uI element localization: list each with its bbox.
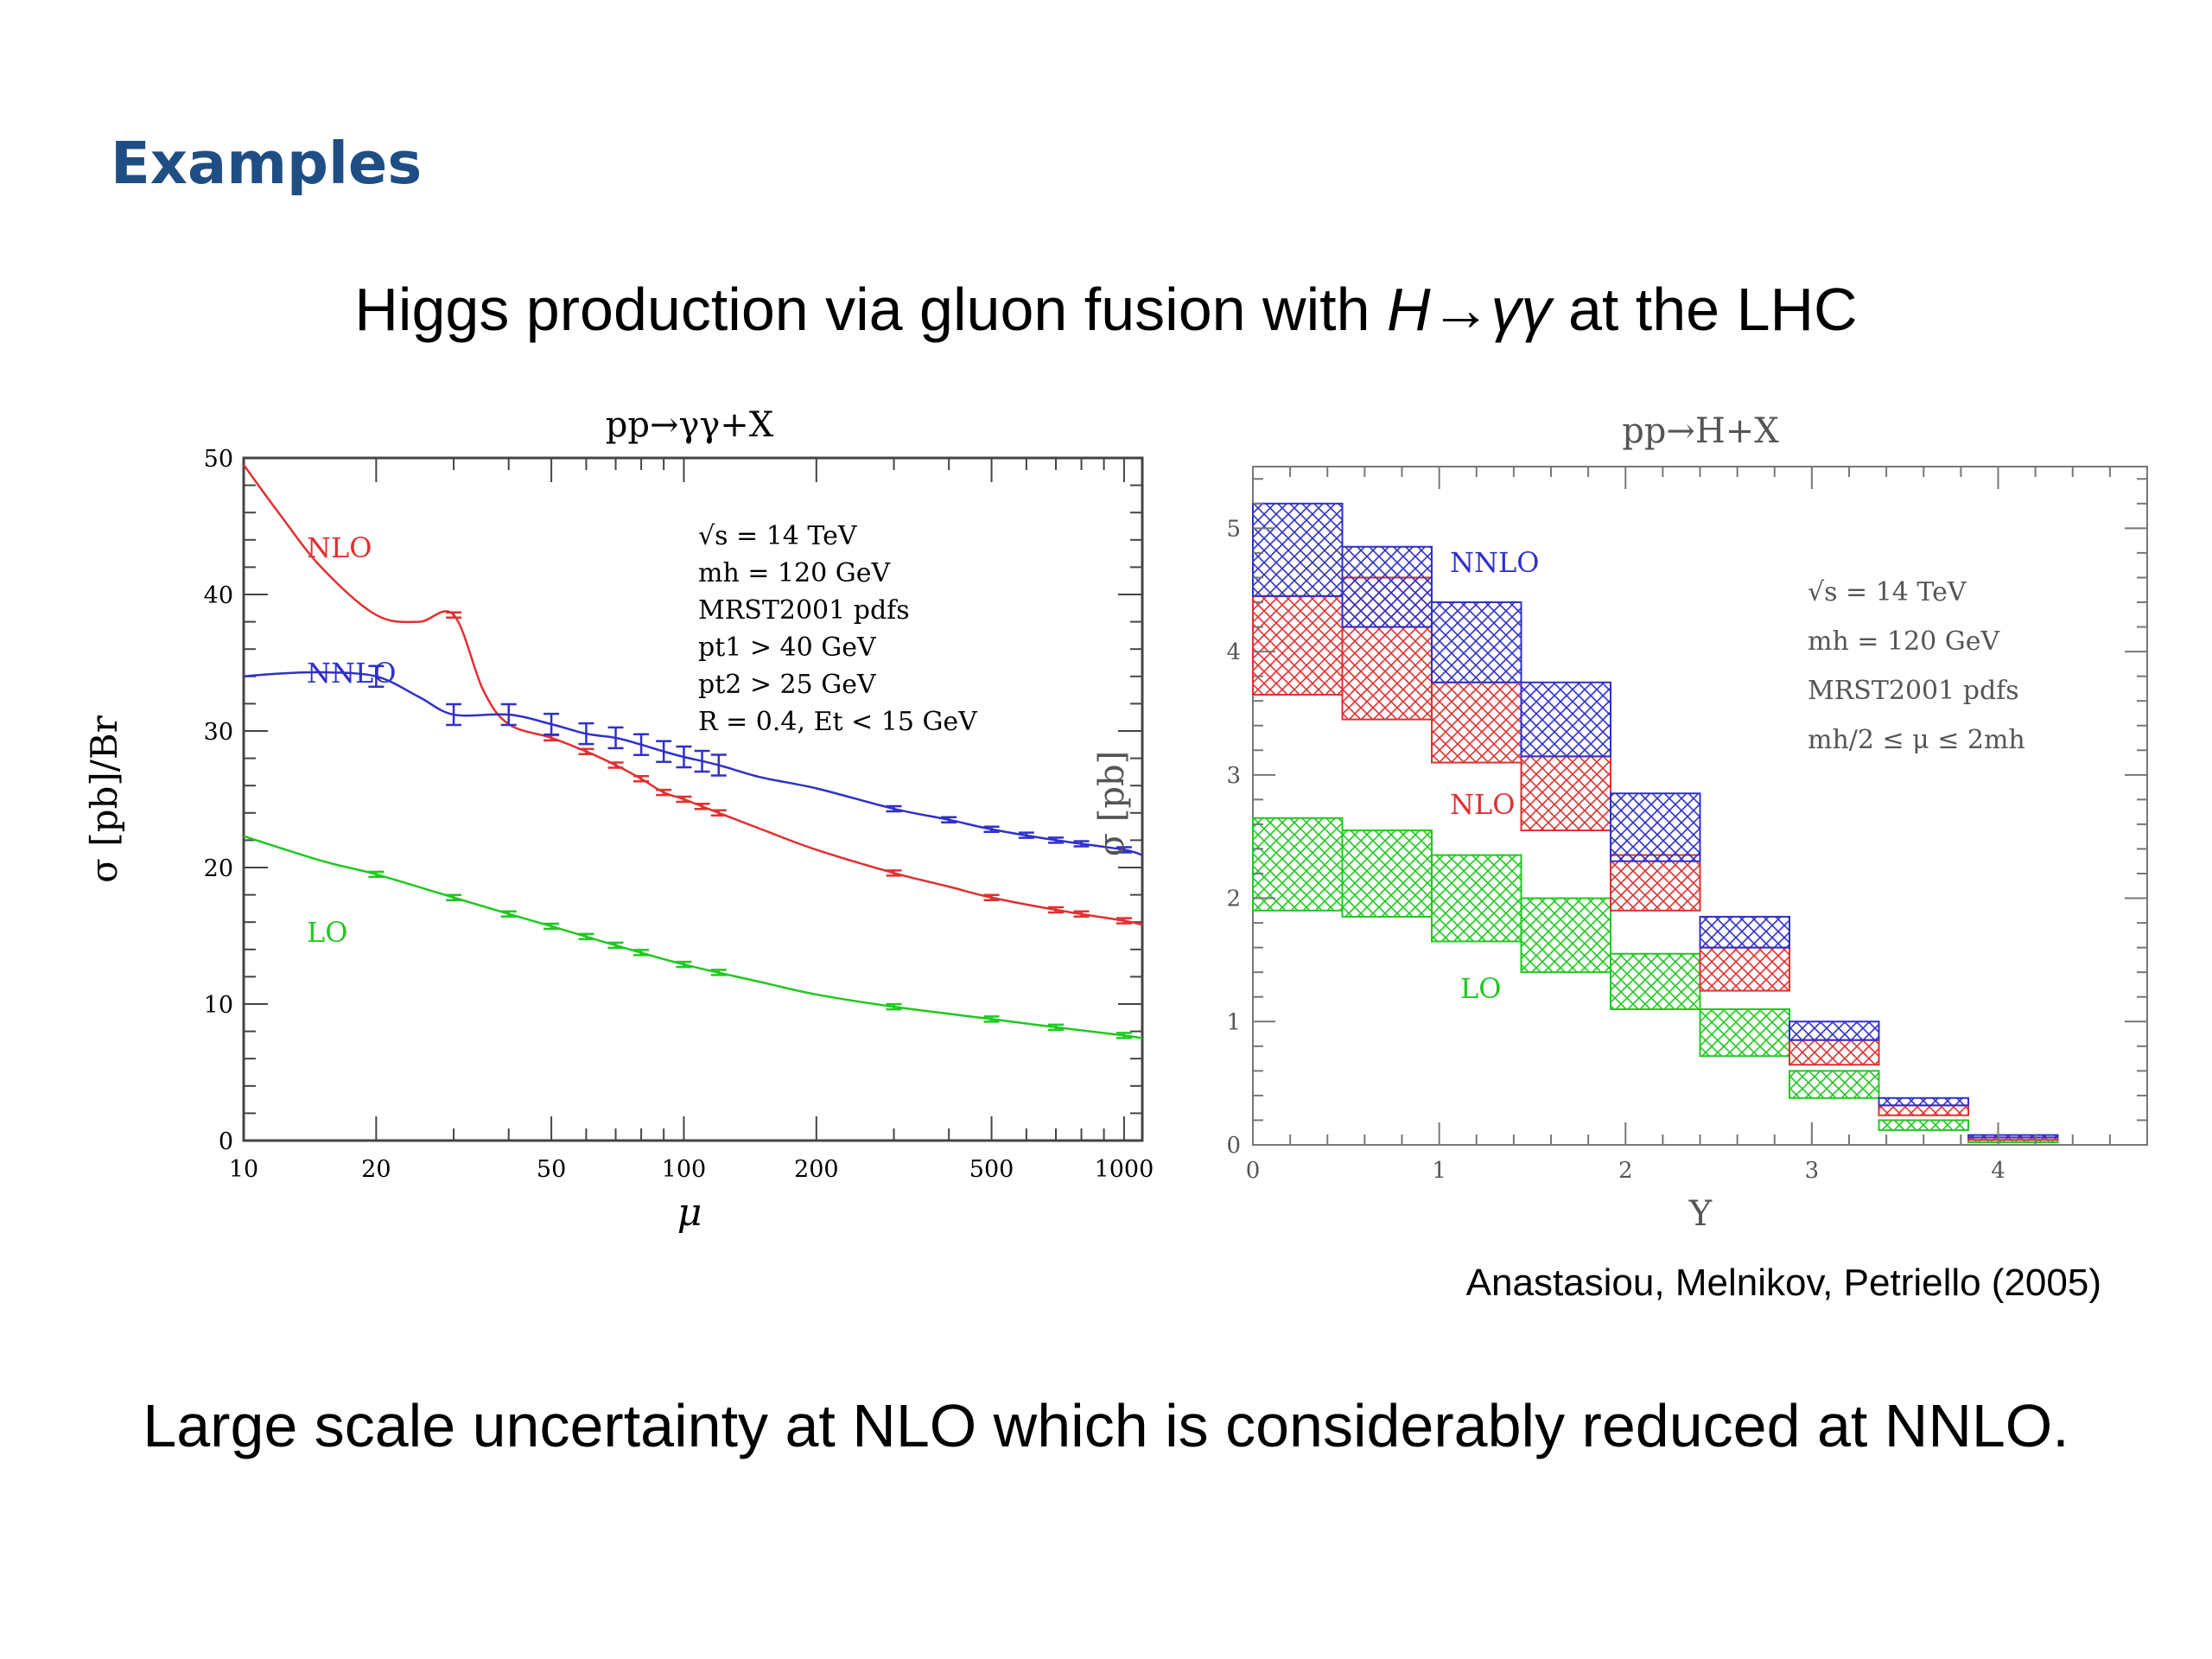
- right-tick-labels: 0 1 2 3 4 0 1 2 3 4 5: [1226, 516, 2005, 1184]
- left-chart-title: pp→γγ+X: [606, 405, 774, 445]
- y-tick-label: 0: [1226, 1133, 1241, 1159]
- band-NLO: [1699, 946, 1790, 992]
- band-LO: [1699, 1008, 1790, 1058]
- band-NNLO: [1341, 545, 1433, 628]
- x-tick-label: 0: [1246, 1158, 1261, 1184]
- y-tick-label: 0: [219, 1128, 233, 1155]
- left-info-line: R = 0.4, Et < 15 GeV: [698, 707, 978, 737]
- left-plot-frame: [242, 456, 1144, 1142]
- band-NLO: [1431, 681, 1522, 764]
- y-tick-label: 3: [1226, 763, 1241, 789]
- slide-heading: Examples: [111, 130, 423, 197]
- right-axis-ticks: [1252, 467, 2148, 1146]
- y-tick-label: 30: [204, 719, 233, 746]
- subtitle-prefix: Higgs production via gluon fusion with: [354, 276, 1387, 343]
- subtitle-suffix: at the LHC: [1551, 276, 1858, 343]
- x-tick-label: 1: [1432, 1158, 1446, 1184]
- band-LO: [1610, 952, 1701, 1010]
- band-LO: [1252, 817, 1344, 912]
- left-axis-ticks: [243, 457, 1142, 1141]
- right-bars: [1252, 502, 2059, 1144]
- series-line-NLO: [242, 464, 1143, 926]
- slide-subtitle: Higgs production via gluon fusion with H…: [0, 275, 2212, 344]
- band-NNLO: [1878, 1096, 1969, 1107]
- left-x-axis-label: μ: [677, 1191, 702, 1235]
- band-LO: [1520, 897, 1611, 974]
- x-tick-label: 3: [1805, 1158, 1820, 1184]
- left-info-line: √s = 14 TeV: [698, 521, 858, 551]
- x-tick-label: 1000: [1095, 1156, 1154, 1183]
- y-tick-label: 10: [204, 992, 233, 1019]
- left-y-axis-label: σ [pb]/Br: [83, 715, 125, 883]
- y-tick-label: 5: [1226, 516, 1241, 542]
- band-LO: [1341, 830, 1433, 918]
- label-LO-right: LO: [1460, 972, 1501, 1005]
- x-tick-label: 50: [537, 1156, 566, 1183]
- y-tick-label: 40: [204, 582, 233, 609]
- label-NLO-left: NLO: [307, 531, 372, 564]
- band-NNLO: [1699, 915, 1790, 949]
- left-series-lines: [242, 464, 1143, 1039]
- left-error-bars: [368, 611, 1132, 1039]
- band-NLO: [1252, 594, 1344, 696]
- right-chart-title: pp→H+X: [1622, 411, 1779, 451]
- y-tick-label: 2: [1226, 887, 1241, 912]
- label-LO-left: LO: [307, 916, 347, 949]
- x-tick-label: 4: [1991, 1158, 2005, 1184]
- band-NNLO: [1789, 1020, 1880, 1041]
- series-line-NNLO: [243, 671, 1143, 856]
- band-LO: [1878, 1119, 1969, 1131]
- series-line-LO: [243, 835, 1143, 1039]
- band-NNLO: [1252, 502, 1344, 597]
- band-LO: [1789, 1070, 1880, 1099]
- x-tick-label: 20: [361, 1156, 391, 1183]
- left-info-line: pt2 > 25 GeV: [698, 670, 877, 700]
- left-info-line: MRST2001 pdfs: [698, 595, 910, 626]
- x-tick-label: 200: [794, 1156, 839, 1183]
- x-tick-label: 10: [229, 1156, 258, 1183]
- band-NLO: [1520, 755, 1611, 832]
- band-NNLO: [1431, 601, 1522, 683]
- band-NNLO: [1520, 681, 1611, 758]
- right-info-line: mh = 120 GeV: [1808, 626, 2000, 657]
- right-y-axis-label: σ [pb]: [1092, 751, 1132, 856]
- x-tick-label: 500: [969, 1156, 1014, 1183]
- band-NLO: [1610, 854, 1701, 912]
- band-NNLO: [1610, 792, 1701, 862]
- y-tick-label: 1: [1226, 1009, 1241, 1035]
- right-info-line: MRST2001 pdfs: [1808, 676, 2019, 706]
- label-NNLO-right: NNLO: [1450, 546, 1539, 579]
- conclusion-text: Large scale uncertainty at NLO which is …: [143, 1392, 2069, 1459]
- x-tick-label: 2: [1618, 1158, 1633, 1184]
- y-tick-label: 20: [204, 855, 233, 882]
- band-NLO: [1789, 1039, 1880, 1066]
- y-tick-label: 4: [1226, 639, 1241, 665]
- x-tick-label: 100: [662, 1156, 707, 1183]
- band-NNLO: [1967, 1134, 2059, 1139]
- left-info-line: pt1 > 40 GeV: [698, 632, 877, 663]
- label-NLO-right: NLO: [1450, 788, 1515, 821]
- label-NNLO-left: NNLO: [307, 657, 396, 690]
- right-x-axis-label: Y: [1688, 1194, 1713, 1234]
- left-info-line: mh = 120 GeV: [698, 558, 891, 588]
- left-info-box: √s = 14 TeV mh = 120 GeV MRST2001 pdfs p…: [698, 521, 978, 737]
- band-NLO: [1878, 1104, 1969, 1116]
- subtitle-formula: H→γγ: [1386, 276, 1552, 343]
- right-info-line: mh/2 ≤ μ ≤ 2mh: [1808, 725, 2025, 755]
- band-LO: [1431, 854, 1522, 943]
- y-tick-label: 50: [204, 446, 233, 473]
- citation: Anastasiou, Melnikov, Petriello (2005): [1465, 1262, 2101, 1304]
- right-info-line: √s = 14 TeV: [1808, 577, 1967, 607]
- right-info-box: √s = 14 TeV mh = 120 GeV MRST2001 pdfs m…: [1808, 577, 2025, 755]
